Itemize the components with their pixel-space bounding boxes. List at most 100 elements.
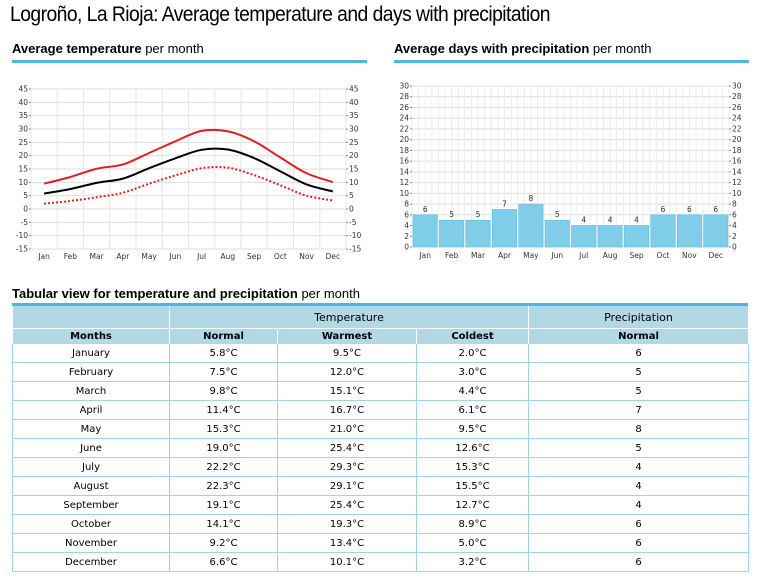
table-row: March 9.8°C 15.1°C 4.4°C 5 [12, 381, 749, 401]
cell-normal-precip: 4 [528, 457, 749, 477]
column-header-coldest: Coldest [416, 328, 529, 344]
cell-normal-temp: 14.1°C [169, 514, 278, 534]
cell-normal-precip: 8 [528, 419, 749, 439]
cell-warmest: 29.1°C [277, 476, 417, 496]
cell-coldest: 12.6°C [416, 438, 529, 458]
precipitation-x-tick-label: Sep [629, 251, 643, 260]
cell-normal-precip: 5 [528, 438, 749, 458]
temperature-y-tick-right: 25 [349, 138, 359, 147]
cell-month: July [12, 457, 170, 477]
precipitation-x-tick-label: Jul [578, 251, 588, 260]
table-row: November 9.2°C 13.4°C 5.0°C 6 [12, 533, 749, 553]
precipitation-y-tick-left: 18 [399, 146, 409, 155]
cell-normal-precip: 6 [528, 552, 749, 572]
temperature-x-tick-label: Jun [169, 252, 182, 261]
precipitation-x-tick-label: Apr [498, 251, 512, 260]
temperature-y-tick-right: 15 [349, 165, 359, 174]
temperature-y-tick-left: 30 [18, 125, 28, 134]
temperature-y-tick-left: -5 [21, 218, 29, 227]
precipitation-bar [597, 225, 623, 248]
precipitation-y-tick-right: 2 [732, 232, 737, 241]
cell-normal-precip: 6 [528, 533, 749, 553]
cell-warmest: 25.4°C [277, 438, 417, 458]
cell-normal-temp: 19.1°C [169, 495, 278, 515]
temperature-y-tick-left: 40 [18, 98, 28, 107]
cell-coldest: 4.4°C [416, 381, 529, 401]
precipitation-bar [624, 225, 649, 248]
temperature-y-tick-right: 45 [349, 85, 359, 94]
cell-warmest: 12.0°C [277, 362, 417, 382]
cell-coldest: 9.5°C [416, 419, 529, 439]
precipitation-x-tick-label: Mar [471, 251, 486, 260]
cell-month: March [12, 381, 170, 401]
temperature-x-tick-label: Jul [196, 252, 206, 261]
precipitation-y-tick-right: 20 [732, 135, 742, 144]
precipitation-heading-bold: Average days with precipitation [394, 41, 590, 56]
temperature-x-tick-label: Feb [64, 252, 78, 261]
precipitation-y-tick-right: 10 [732, 189, 742, 198]
precipitation-bar-value-label: 4 [634, 216, 639, 225]
temperature-y-tick-right: 5 [349, 191, 354, 200]
cell-normal-temp: 22.2°C [169, 457, 278, 477]
precipitation-y-tick-right: 30 [732, 82, 742, 91]
cell-month: September [12, 495, 170, 515]
precipitation-y-tick-left: 10 [399, 189, 409, 198]
precipitation-section-heading: Average days with precipitation per mont… [394, 41, 651, 56]
cell-coldest: 12.7°C [416, 495, 529, 515]
temperature-x-tick-label: Jan [37, 252, 50, 261]
temperature-section-rule [12, 60, 367, 63]
precipitation-bar-value-label: 7 [502, 199, 507, 208]
temperature-y-tick-right: 40 [349, 98, 359, 107]
table-row: December 6.6°C 10.1°C 3.2°C 6 [12, 552, 749, 572]
precipitation-y-tick-left: 2 [404, 232, 409, 241]
cell-normal-temp: 9.8°C [169, 381, 278, 401]
warmest-temperature-line [43, 128, 334, 185]
table-section-heading: Tabular view for temperature and precipi… [12, 286, 360, 301]
precipitation-bar-value-label: 8 [528, 194, 533, 203]
table-heading-rest: per month [297, 286, 360, 301]
precipitation-x-tick-label: Feb [445, 251, 459, 260]
temperature-y-tick-right: 10 [349, 178, 359, 187]
precipitation-bar-value-label: 6 [713, 205, 718, 214]
cell-normal-precip: 5 [528, 381, 749, 401]
temperature-heading-bold: Average temperature [12, 41, 142, 56]
page-title: Logroño, La Rioja: Average temperature a… [10, 3, 551, 26]
cell-warmest: 10.1°C [277, 552, 417, 572]
temperature-x-tick-label: May [141, 252, 157, 261]
cell-coldest: 2.0°C [416, 344, 529, 363]
precipitation-bar [492, 209, 517, 248]
cell-normal-temp: 5.8°C [169, 344, 278, 363]
precipitation-bar-value-label: 6 [423, 205, 428, 214]
precipitation-y-tick-right: 0 [732, 243, 737, 252]
cell-warmest: 9.5°C [277, 344, 417, 363]
temperature-y-tick-left: 0 [23, 205, 28, 214]
temperature-y-tick-left: 20 [18, 151, 28, 160]
precipitation-y-tick-left: 30 [399, 82, 409, 91]
precipitation-x-tick-label: Dec [709, 251, 724, 260]
precipitation-bar-value-label: 4 [608, 216, 613, 225]
cell-normal-temp: 7.5°C [169, 362, 278, 382]
precipitation-bar-value-label: 6 [687, 205, 692, 214]
precipitation-y-tick-left: 20 [399, 135, 409, 144]
cell-normal-temp: 22.3°C [169, 476, 278, 496]
precipitation-bar [676, 214, 702, 248]
temperature-y-tick-left: 5 [23, 191, 28, 200]
precipitation-bar [412, 214, 438, 248]
cell-normal-temp: 6.6°C [169, 552, 278, 572]
precipitation-y-tick-right: 12 [732, 178, 742, 187]
table-row: July 22.2°C 29.3°C 15.3°C 4 [12, 457, 749, 477]
cell-warmest: 16.7°C [277, 400, 417, 420]
temperature-y-tick-left: 25 [18, 138, 28, 147]
precipitation-y-tick-right: 28 [732, 92, 742, 101]
table-row: February 7.5°C 12.0°C 3.0°C 5 [12, 362, 749, 382]
precipitation-y-tick-right: 22 [732, 124, 742, 133]
cell-warmest: 13.4°C [277, 533, 417, 553]
precipitation-y-tick-left: 0 [404, 243, 409, 252]
temperature-heading-rest: per month [141, 41, 204, 56]
cell-month: December [12, 552, 170, 572]
precipitation-y-tick-right: 24 [732, 114, 742, 123]
temperature-y-tick-right: 35 [349, 111, 359, 120]
precipitation-bar [703, 214, 729, 248]
cell-warmest: 29.3°C [277, 457, 417, 477]
temperature-x-tick-label: Apr [116, 252, 130, 261]
